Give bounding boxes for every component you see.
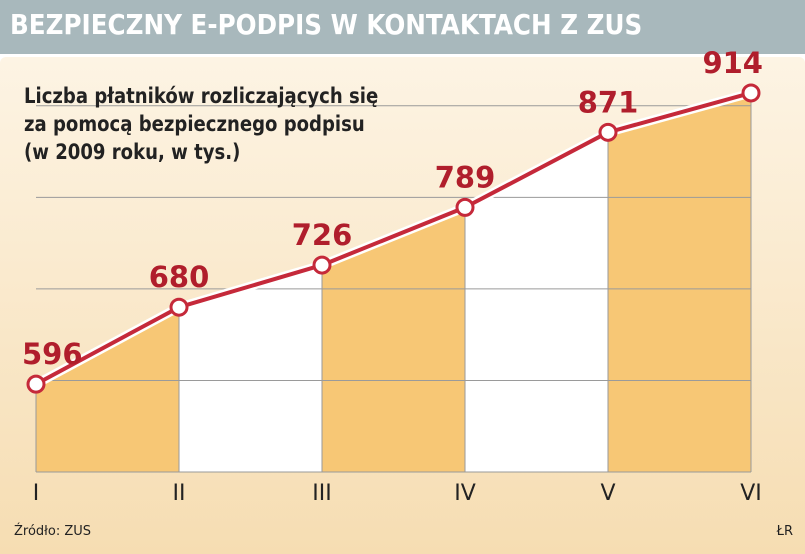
x-tick-label-II: II	[173, 481, 186, 506]
x-tick-label-IV: IV	[454, 481, 476, 506]
data-point-III	[312, 255, 332, 275]
value-label-IV: 789	[435, 160, 496, 194]
area-segment-1	[36, 307, 179, 472]
data-point-II	[169, 297, 189, 317]
area-segment-4	[465, 132, 608, 472]
value-label-I: 596	[22, 337, 83, 371]
author-credit: ŁR	[776, 524, 793, 539]
data-point-I	[26, 374, 46, 394]
area-segment-3	[322, 207, 465, 472]
chart-subtitle: Liczba płatników rozliczających się za p…	[24, 82, 378, 166]
x-tick-label-V: V	[600, 481, 615, 506]
value-label-II: 680	[149, 260, 210, 294]
subtitle-line-2: za pomocą bezpiecznego podpisu	[24, 112, 365, 136]
header-bar: BEZPIECZNY E-PODPIS W KONTAKTACH Z ZUS	[0, 0, 805, 57]
x-tick-label-I: I	[33, 481, 40, 506]
data-point-VI	[741, 83, 761, 103]
subtitle-line-3: (w 2009 roku, w tys.)	[24, 140, 241, 164]
value-label-VI: 914	[702, 46, 763, 80]
source-note: Źródło: ZUS	[14, 524, 92, 539]
x-tick-label-VI: VI	[740, 481, 762, 506]
value-label-III: 726	[292, 218, 353, 252]
area-segment-5	[608, 92, 751, 473]
area-segment-2	[179, 265, 322, 472]
data-point-V	[598, 122, 618, 142]
x-tick-label-III: III	[312, 481, 331, 506]
subtitle-line-1: Liczba płatników rozliczających się	[24, 84, 379, 108]
series-line	[34, 90, 753, 387]
header-title: BEZPIECZNY E-PODPIS W KONTAKTACH Z ZUS	[10, 8, 643, 41]
value-label-V: 871	[578, 85, 639, 119]
data-point-IV	[455, 197, 475, 217]
